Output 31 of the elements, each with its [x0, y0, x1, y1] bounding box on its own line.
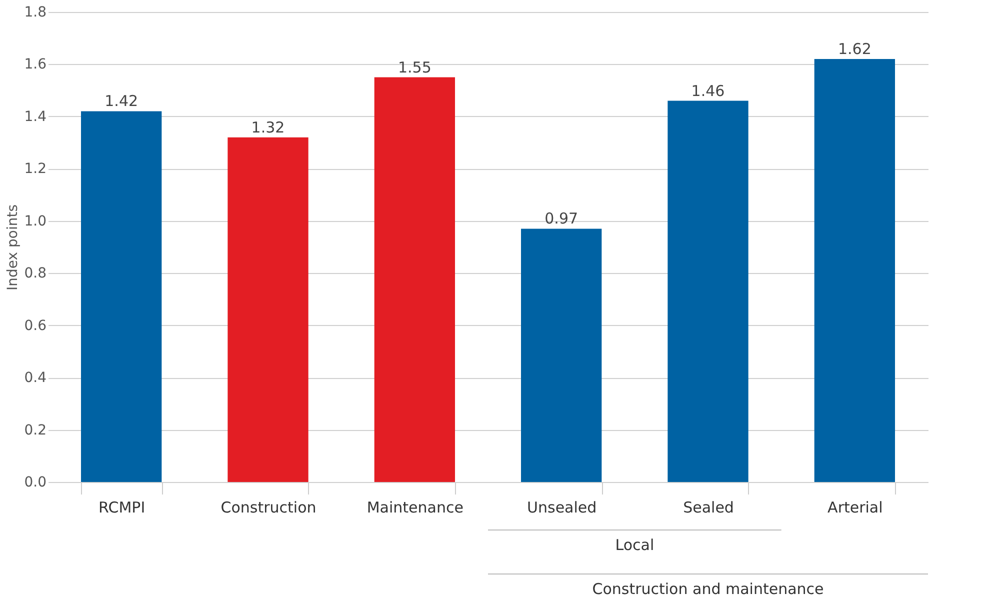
bar — [228, 137, 308, 482]
data-label: 1.42 — [104, 92, 138, 110]
data-label: 1.55 — [398, 58, 432, 76]
x-tick-label: Sealed — [683, 498, 734, 516]
bar — [374, 77, 455, 482]
bar — [668, 100, 748, 482]
x-tick-label: Construction — [220, 498, 316, 516]
x-tick-label: Unsealed — [527, 498, 597, 516]
y-tick-label: 1.6 — [24, 56, 47, 73]
bar — [814, 59, 895, 482]
y-tick-label: 1.0 — [24, 213, 46, 230]
y-tick-label: 0.4 — [24, 370, 47, 386]
text: Construction and maintenance — [592, 580, 824, 598]
y-tick-label: 0.6 — [24, 318, 47, 334]
y-tick-label: 1.8 — [24, 4, 46, 20]
x-tick-label: Maintenance — [366, 498, 464, 516]
y-tick-label: 1.4 — [24, 108, 47, 125]
text: Local — [615, 536, 654, 554]
bar — [521, 228, 602, 482]
data-label: 1.32 — [251, 118, 285, 136]
data-label: 0.97 — [544, 210, 578, 228]
y-tick-label: 0.2 — [24, 422, 46, 438]
y-tick-label: 0.8 — [24, 266, 46, 282]
x-tick-label: RCMPI — [98, 498, 146, 516]
y-axis-title: Index points — [5, 204, 22, 290]
y-tick-label: 0.0 — [24, 474, 46, 490]
data-label: 1.62 — [838, 40, 872, 58]
x-tick-label: Arterial — [828, 498, 883, 516]
data-label: 1.46 — [691, 82, 725, 100]
bar — [81, 111, 162, 482]
y-tick-label: 1.2 — [24, 161, 46, 178]
